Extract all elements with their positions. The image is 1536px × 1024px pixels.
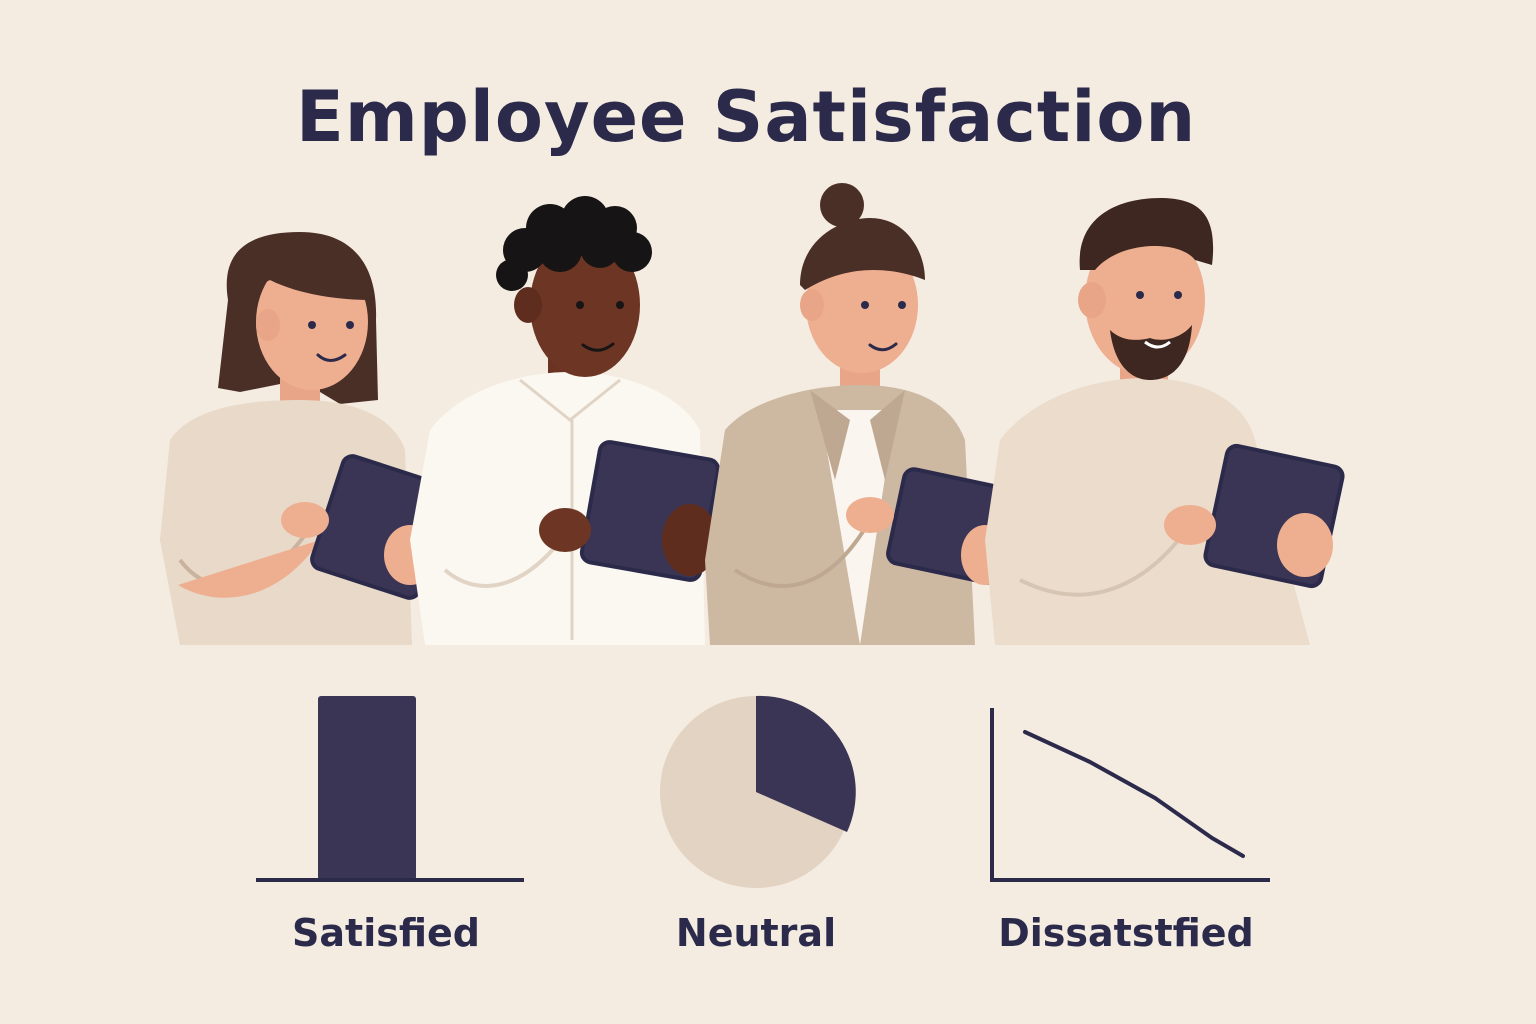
line-chart-icon	[990, 708, 1270, 882]
satisfied-label: Satisfied	[292, 911, 480, 955]
neutral-label: Neutral	[675, 911, 837, 955]
bar-chart-icon	[256, 696, 524, 882]
pie-chart-icon	[660, 695, 856, 888]
dissatisfied-label: Dissatstfied	[998, 911, 1254, 955]
page-title: Employee Satisfaction	[296, 76, 1197, 158]
employee-2	[410, 196, 721, 645]
employee-4	[985, 198, 1345, 645]
employee-3	[705, 183, 1016, 645]
